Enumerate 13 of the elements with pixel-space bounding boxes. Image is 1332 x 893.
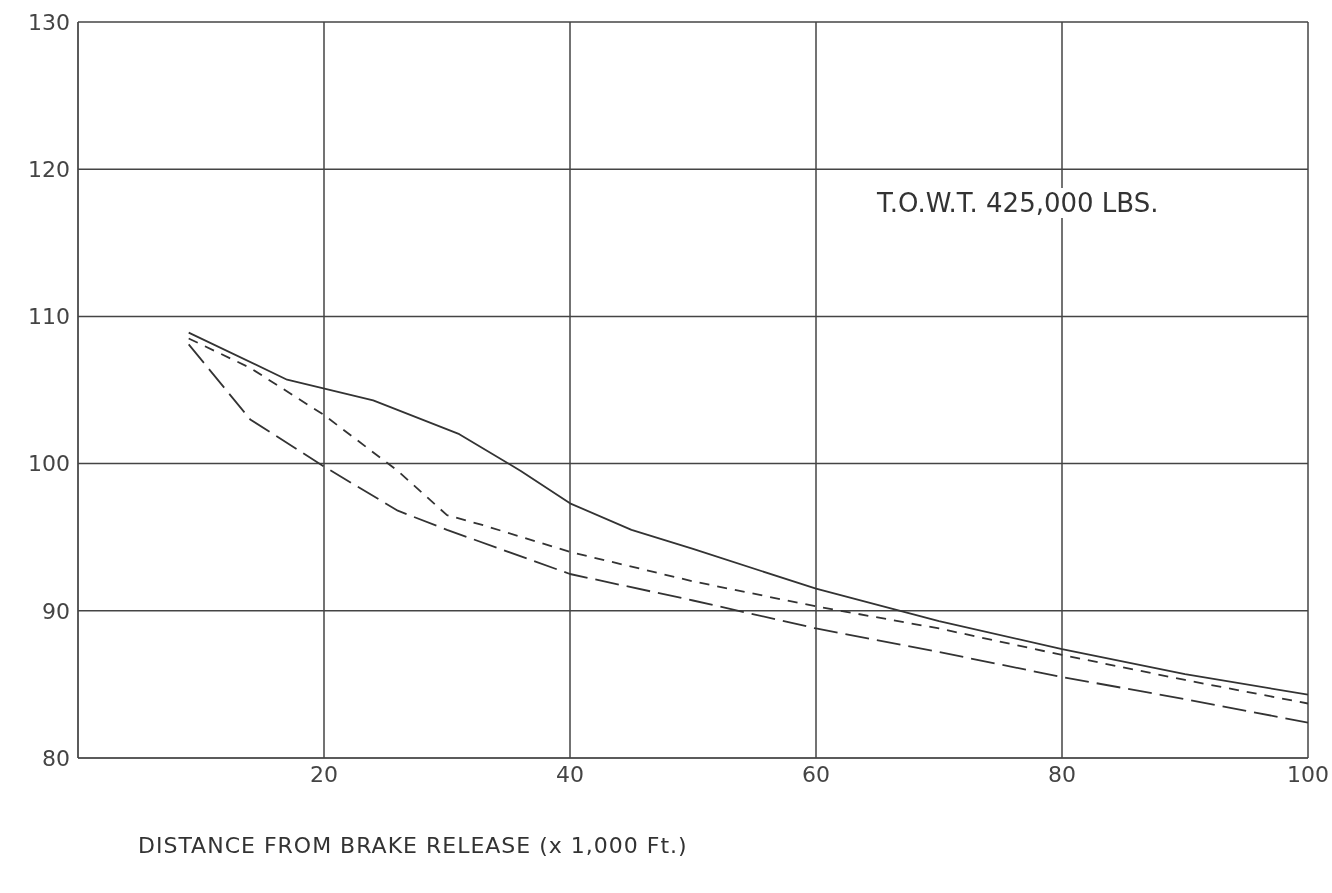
y-tick-label: 120 [28,157,70,183]
x-tick-label: 100 [1287,761,1329,787]
y-tick-label: 110 [28,304,70,330]
y-tick-label: 130 [28,9,70,35]
x-tick-label: 60 [802,761,830,787]
y-tick-label: 100 [28,451,70,477]
y-tick-label: 90 [42,598,70,624]
annotation: T.O.W.T. 425,000 LBS. [873,188,1163,218]
x-axis-title: DISTANCE FROM BRAKE RELEASE (x 1,000 Ft.) [138,833,688,858]
x-tick-label: 80 [1048,761,1076,787]
x-tick-label: 20 [310,761,338,787]
x-tick-label: 40 [556,761,584,787]
y-tick-label: 80 [42,745,70,771]
